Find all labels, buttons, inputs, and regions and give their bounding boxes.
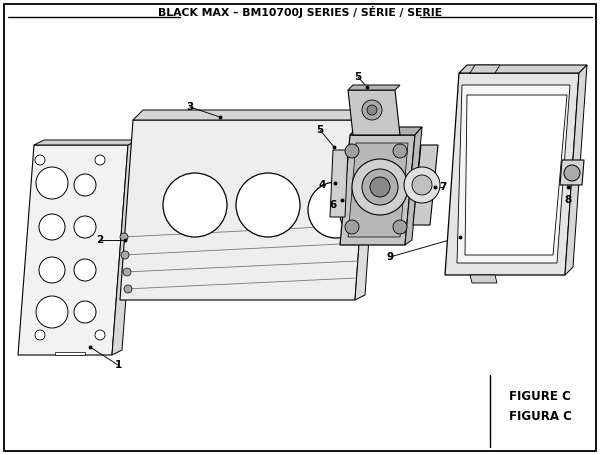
Circle shape [123, 268, 131, 276]
Circle shape [39, 214, 65, 240]
Circle shape [362, 100, 382, 120]
Polygon shape [120, 120, 368, 300]
Circle shape [236, 173, 300, 237]
Polygon shape [18, 145, 128, 355]
Circle shape [74, 259, 96, 281]
Polygon shape [34, 140, 138, 145]
Text: FIGURE C: FIGURE C [509, 390, 571, 404]
Circle shape [39, 257, 65, 283]
Circle shape [36, 167, 68, 199]
Circle shape [404, 167, 440, 203]
Polygon shape [405, 127, 422, 245]
Circle shape [362, 169, 398, 205]
Circle shape [74, 174, 96, 196]
Polygon shape [470, 65, 500, 73]
Circle shape [124, 285, 132, 293]
Polygon shape [330, 150, 348, 217]
Text: BLACK MAX – BM10700J SERIES / SÉRIE / SERIE: BLACK MAX – BM10700J SERIES / SÉRIE / SE… [158, 6, 442, 18]
Polygon shape [560, 160, 584, 185]
Circle shape [74, 216, 96, 238]
Text: 9: 9 [386, 252, 394, 262]
Polygon shape [470, 275, 497, 283]
Text: 5: 5 [316, 125, 323, 135]
Polygon shape [413, 145, 438, 225]
Polygon shape [348, 90, 400, 135]
Text: 5: 5 [355, 72, 362, 82]
Circle shape [74, 301, 96, 323]
Text: 6: 6 [329, 200, 337, 210]
Polygon shape [445, 73, 579, 275]
Polygon shape [465, 95, 567, 255]
Text: 4: 4 [319, 180, 326, 190]
Polygon shape [457, 85, 570, 263]
Text: FIGURA C: FIGURA C [509, 410, 571, 424]
Text: 2: 2 [97, 235, 104, 245]
Circle shape [352, 159, 408, 215]
Circle shape [95, 330, 105, 340]
Circle shape [393, 220, 407, 234]
Polygon shape [565, 65, 587, 275]
Circle shape [35, 155, 45, 165]
Circle shape [35, 330, 45, 340]
Circle shape [163, 173, 227, 237]
Circle shape [308, 182, 364, 238]
Polygon shape [55, 352, 85, 355]
Polygon shape [355, 110, 378, 300]
Text: 8: 8 [565, 195, 572, 205]
Polygon shape [350, 127, 422, 135]
Circle shape [95, 155, 105, 165]
Circle shape [345, 220, 359, 234]
Polygon shape [459, 65, 587, 73]
Polygon shape [112, 140, 138, 355]
Polygon shape [133, 110, 378, 120]
Polygon shape [340, 135, 415, 245]
Polygon shape [348, 143, 408, 237]
Text: 3: 3 [187, 102, 194, 112]
Polygon shape [348, 85, 400, 90]
Circle shape [367, 105, 377, 115]
Text: 1: 1 [115, 360, 122, 370]
Text: 7: 7 [439, 182, 446, 192]
Circle shape [121, 251, 129, 259]
Circle shape [393, 144, 407, 158]
Circle shape [340, 197, 376, 233]
FancyBboxPatch shape [4, 4, 596, 451]
Circle shape [370, 177, 390, 197]
Circle shape [120, 233, 128, 241]
Circle shape [345, 144, 359, 158]
Circle shape [412, 175, 432, 195]
Circle shape [36, 296, 68, 328]
Circle shape [564, 165, 580, 181]
